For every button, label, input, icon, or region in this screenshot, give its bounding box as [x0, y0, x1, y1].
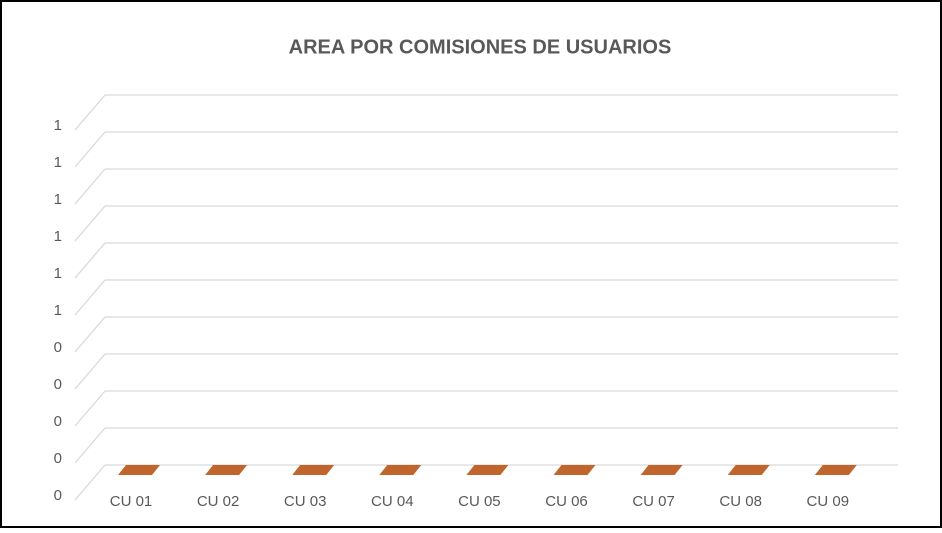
grid-line-side — [74, 168, 106, 205]
x-tick-label: CU 04 — [371, 493, 414, 510]
x-tick-label: CU 06 — [545, 493, 588, 510]
bar — [814, 465, 857, 475]
x-tick-label: CU 03 — [284, 493, 327, 510]
grid-line-side — [74, 427, 106, 464]
grid-line-side — [74, 316, 106, 353]
y-tick-label: 1 — [54, 228, 62, 245]
bar — [292, 465, 335, 475]
x-tick-label: CU 08 — [719, 493, 762, 510]
x-tick-label: CU 09 — [807, 493, 850, 510]
bar — [466, 465, 509, 475]
y-tick-label: 1 — [54, 265, 62, 282]
y-tick-label: 0 — [54, 450, 62, 467]
y-tick-label: 1 — [54, 302, 62, 319]
bar — [640, 465, 683, 475]
bar — [727, 465, 770, 475]
grid-line-side — [74, 390, 106, 427]
y-tick-label: 0 — [54, 487, 62, 504]
x-tick-label: CU 01 — [110, 493, 153, 510]
y-tick-label: 0 — [54, 339, 62, 356]
y-tick-label: 1 — [54, 191, 62, 208]
x-tick-label: CU 05 — [458, 493, 501, 510]
y-tick-label: 1 — [54, 117, 62, 134]
y-tick-label: 0 — [54, 413, 62, 430]
y-tick-label: 0 — [54, 376, 62, 393]
grid-line-side — [74, 464, 106, 501]
bar — [553, 465, 596, 475]
chart-title: AREA POR COMISIONES DE USUARIOS — [289, 36, 672, 58]
x-tick-label: CU 07 — [632, 493, 675, 510]
x-tick-label: CU 02 — [197, 493, 240, 510]
grid-line-side — [74, 279, 106, 316]
grid-line-side — [74, 353, 106, 390]
grid-line-side — [74, 131, 106, 168]
grid-line-side — [74, 242, 106, 279]
y-tick-label: 1 — [54, 154, 62, 171]
bar — [205, 465, 248, 475]
bar — [379, 465, 422, 475]
grid-line-side — [74, 205, 106, 242]
bar — [118, 465, 160, 475]
grid-line-side — [74, 94, 106, 131]
